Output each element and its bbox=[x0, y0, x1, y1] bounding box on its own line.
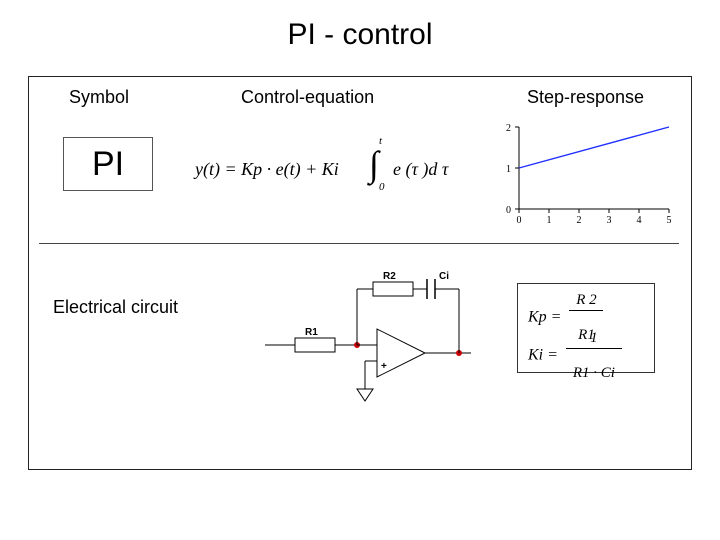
slide-title: PI - control bbox=[0, 18, 720, 52]
symbol-box: PI bbox=[63, 137, 153, 191]
svg-text:0: 0 bbox=[506, 205, 511, 216]
header-step-response: Step-response bbox=[527, 87, 644, 108]
kp-num: R 2 bbox=[569, 292, 603, 309]
svg-text:3: 3 bbox=[607, 215, 612, 223]
svg-text:R2: R2 bbox=[383, 271, 396, 282]
circuit-diagram: R1 + R2 Ci bbox=[261, 261, 491, 411]
kp-lhs: Kp = bbox=[528, 309, 561, 326]
ki-den: R1 · Ci bbox=[566, 365, 622, 382]
header-symbol: Symbol bbox=[69, 87, 129, 108]
step-response-chart: 0 1 2 3 4 5 0 1 2 bbox=[497, 121, 673, 223]
svg-text:1: 1 bbox=[547, 215, 552, 223]
header-equation: Control-equation bbox=[241, 87, 374, 108]
slide: PI - control Symbol Control-equation Ste… bbox=[0, 0, 720, 540]
equation-lhs: y(t) = Kp · e(t) + Ki bbox=[195, 159, 339, 180]
svg-text:Ci: Ci bbox=[439, 271, 449, 282]
ki-formula: Ki = 1 R1 · Ci bbox=[528, 330, 622, 382]
svg-text:R1: R1 bbox=[305, 327, 318, 338]
integral-lower: 0 bbox=[379, 181, 385, 193]
ki-num: 1 bbox=[566, 330, 622, 347]
svg-text:1: 1 bbox=[506, 164, 511, 175]
electrical-circuit-label: Electrical circuit bbox=[53, 297, 178, 318]
svg-text:2: 2 bbox=[506, 123, 511, 134]
svg-text:+: + bbox=[381, 361, 387, 372]
svg-text:4: 4 bbox=[637, 215, 642, 223]
integral-sign: ∫ bbox=[369, 143, 379, 185]
content-frame: Symbol Control-equation Step-response PI… bbox=[28, 76, 692, 470]
control-equation: y(t) = Kp · e(t) + Ki ∫ t 0 e (τ )d τ bbox=[195, 137, 485, 209]
svg-text:5: 5 bbox=[667, 215, 672, 223]
divider bbox=[39, 243, 679, 244]
ki-lhs: Ki = bbox=[528, 347, 558, 364]
svg-text:0: 0 bbox=[517, 215, 522, 223]
gain-formula-box: Kp = R 2 R1 Ki = 1 R1 · Ci bbox=[517, 283, 655, 373]
svg-text:2: 2 bbox=[577, 215, 582, 223]
integrand: e (τ )d τ bbox=[393, 159, 448, 180]
integral-upper: t bbox=[379, 135, 382, 147]
